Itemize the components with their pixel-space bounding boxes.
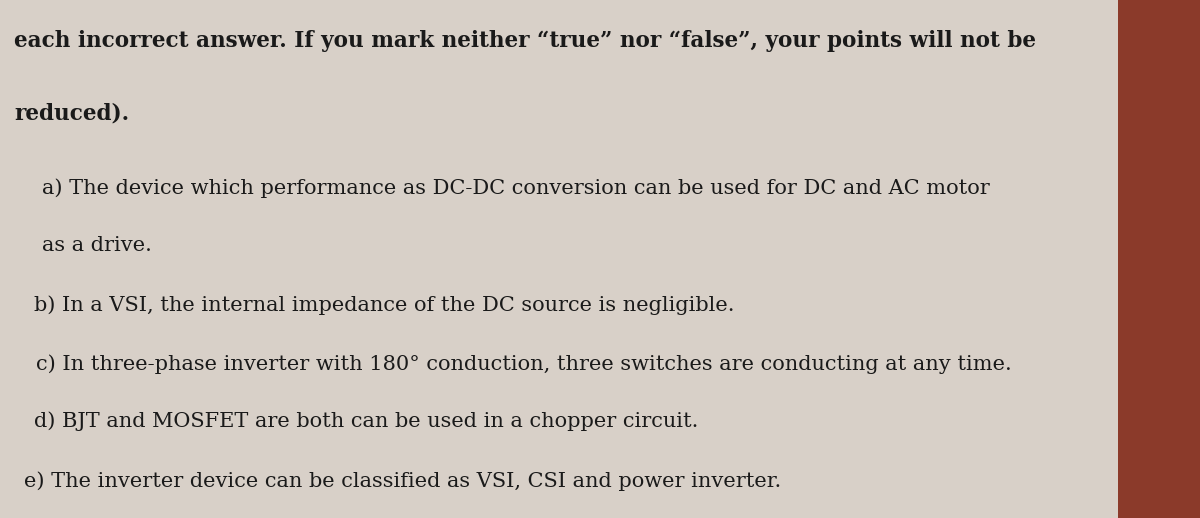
Text: reduced).: reduced). bbox=[14, 102, 130, 124]
Bar bbox=[1118, 0, 1200, 518]
Text: e) The inverter device can be classified as VSI, CSI and power inverter.: e) The inverter device can be classified… bbox=[24, 471, 781, 491]
Text: c) In three-phase inverter with 180° conduction, three switches are conducting a: c) In three-phase inverter with 180° con… bbox=[36, 355, 1012, 375]
Text: a) The device which performance as DC-DC conversion can be used for DC and AC mo: a) The device which performance as DC-DC… bbox=[42, 179, 990, 198]
Text: d) BJT and MOSFET are both can be used in a chopper circuit.: d) BJT and MOSFET are both can be used i… bbox=[34, 412, 698, 431]
Text: b) In a VSI, the internal impedance of the DC source is negligible.: b) In a VSI, the internal impedance of t… bbox=[34, 295, 734, 315]
Text: as a drive.: as a drive. bbox=[42, 236, 152, 255]
Text: each incorrect answer. If you mark neither “true” nor “false”, your points will : each incorrect answer. If you mark neith… bbox=[14, 30, 1037, 52]
